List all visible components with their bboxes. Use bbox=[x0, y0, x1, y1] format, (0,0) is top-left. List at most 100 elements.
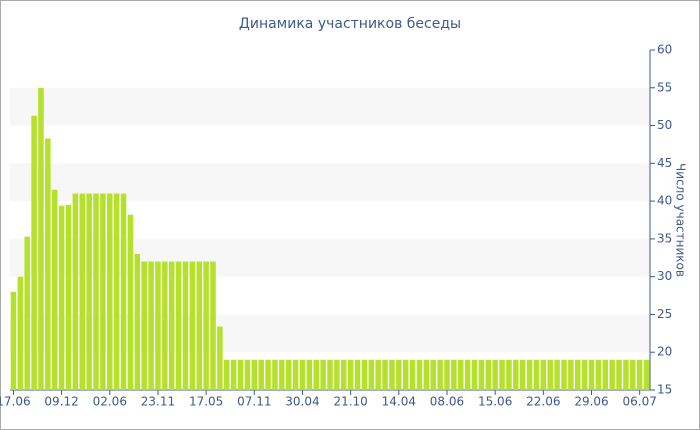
bar bbox=[616, 359, 622, 390]
bar bbox=[341, 359, 347, 390]
y-tick-label: 15 bbox=[657, 383, 672, 397]
bar bbox=[588, 359, 595, 390]
bar bbox=[265, 359, 271, 390]
bar bbox=[347, 359, 354, 390]
bar bbox=[45, 138, 51, 390]
y-tick-label: 50 bbox=[657, 118, 672, 132]
x-tick-label: 23.11 bbox=[141, 395, 175, 409]
x-tick-label: 07.11 bbox=[237, 395, 271, 409]
bar bbox=[175, 261, 182, 390]
y-axis-label: Число участников bbox=[674, 163, 688, 277]
bar bbox=[595, 359, 602, 390]
y-tick-label: 40 bbox=[657, 194, 672, 208]
bar bbox=[437, 359, 443, 390]
bar bbox=[107, 193, 113, 390]
bar bbox=[423, 359, 430, 390]
grid-band bbox=[10, 87, 650, 126]
x-tick-label: 02.06 bbox=[93, 395, 127, 409]
bar bbox=[155, 261, 161, 390]
bar bbox=[189, 261, 196, 390]
grid-band bbox=[10, 238, 650, 277]
bar bbox=[313, 359, 319, 390]
bar bbox=[533, 359, 540, 390]
bar bbox=[492, 359, 498, 390]
bar bbox=[389, 359, 395, 390]
bar bbox=[10, 291, 17, 390]
bar bbox=[230, 359, 237, 390]
bar bbox=[519, 359, 526, 390]
grid-band bbox=[10, 314, 650, 353]
bar bbox=[430, 359, 436, 390]
x-tick-label: 08.06 bbox=[430, 395, 464, 409]
x-tick-label: 15.06 bbox=[478, 395, 512, 409]
bar bbox=[217, 326, 223, 390]
bar bbox=[361, 359, 368, 390]
bar bbox=[100, 193, 106, 390]
bar bbox=[258, 359, 264, 390]
bar bbox=[478, 359, 485, 390]
x-tick-label: 06.07 bbox=[622, 395, 656, 409]
bar bbox=[31, 115, 37, 390]
bar bbox=[38, 87, 44, 391]
bar bbox=[581, 359, 588, 390]
y-tick-label: 35 bbox=[657, 231, 672, 245]
bar bbox=[148, 261, 154, 390]
bar bbox=[93, 193, 99, 390]
bar bbox=[554, 359, 560, 390]
bar bbox=[485, 359, 492, 390]
bar bbox=[540, 359, 547, 390]
y-tick-label: 45 bbox=[657, 156, 672, 170]
bar bbox=[134, 254, 141, 390]
bar bbox=[636, 359, 643, 390]
bar bbox=[513, 359, 519, 390]
bar bbox=[237, 359, 244, 390]
bar bbox=[51, 189, 58, 390]
y-tick-label: 55 bbox=[657, 80, 672, 94]
bar bbox=[327, 359, 333, 390]
bar bbox=[251, 359, 258, 390]
bar bbox=[17, 276, 24, 390]
bar bbox=[375, 359, 381, 390]
bar bbox=[506, 359, 512, 390]
bar bbox=[224, 359, 230, 390]
bar bbox=[210, 261, 216, 390]
bar bbox=[196, 261, 202, 390]
bar bbox=[444, 359, 450, 390]
bar bbox=[244, 359, 251, 390]
bar bbox=[602, 359, 609, 390]
bar bbox=[464, 359, 471, 390]
bar bbox=[58, 205, 65, 390]
bar bbox=[623, 359, 629, 390]
bar bbox=[334, 359, 340, 390]
bar bbox=[86, 193, 92, 390]
bar bbox=[306, 359, 313, 390]
x-tick-label: 21.10 bbox=[333, 395, 367, 409]
x-tick-label: 22.06 bbox=[526, 395, 560, 409]
bar bbox=[203, 261, 209, 390]
bar bbox=[141, 261, 147, 390]
bar bbox=[382, 359, 388, 390]
bar bbox=[299, 359, 306, 390]
bar bbox=[561, 359, 567, 390]
bar bbox=[162, 261, 168, 390]
y-tick-label: 30 bbox=[657, 269, 672, 283]
bar bbox=[547, 359, 553, 390]
bar bbox=[168, 261, 175, 390]
bar bbox=[526, 359, 533, 390]
chart-title: Динамика участников беседы bbox=[239, 16, 461, 32]
bar bbox=[574, 359, 581, 390]
bar bbox=[396, 359, 402, 390]
bar bbox=[65, 204, 72, 390]
bar bbox=[113, 193, 120, 390]
bar bbox=[79, 193, 86, 390]
bar bbox=[24, 236, 30, 390]
y-tick-label: 25 bbox=[657, 307, 672, 321]
bar bbox=[320, 359, 326, 390]
y-tick-label: 20 bbox=[657, 345, 672, 359]
x-tick-label: 14.04 bbox=[382, 395, 416, 409]
bar bbox=[568, 359, 574, 390]
bar bbox=[127, 214, 134, 390]
bar bbox=[630, 359, 636, 390]
x-tick-label: 29.06 bbox=[574, 395, 608, 409]
bar bbox=[499, 359, 505, 390]
